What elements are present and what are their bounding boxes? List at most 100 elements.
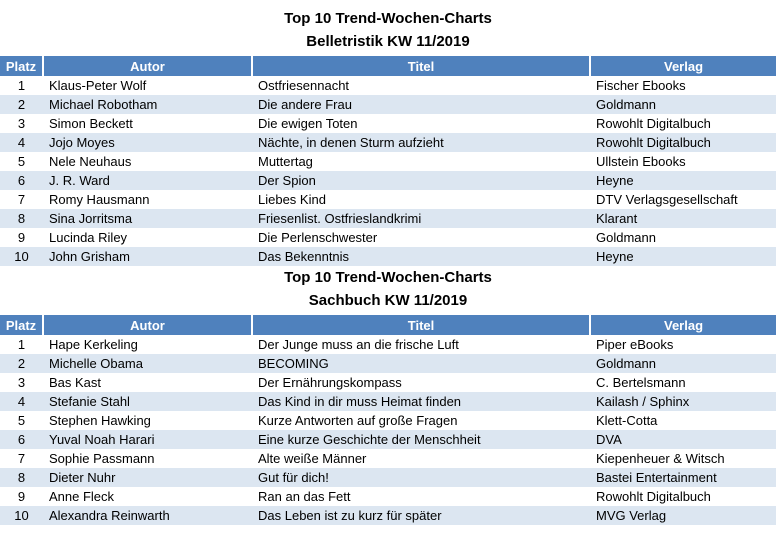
author-cell: Romy Hausmann — [49, 192, 150, 207]
title-cell: Kurze Antworten auf große Fragen — [258, 413, 458, 428]
title-cell: Friesenlist. Ostfrieslandkrimi — [258, 211, 422, 226]
title-cell: Der Spion — [258, 173, 316, 188]
author-cell: J. R. Ward — [49, 173, 110, 188]
rank-cell: 5 — [17, 413, 26, 428]
publisher-cell: C. Bertelsmann — [596, 375, 686, 390]
publisher-cell: MVG Verlag — [596, 508, 667, 523]
table-row: 5 Nele Neuhaus Muttertag Ullstein Ebooks — [0, 152, 776, 171]
table-row: 10 Alexandra Reinwarth Das Leben ist zu ku… — [0, 506, 776, 525]
publisher-cell: Klett-Cotta — [596, 413, 658, 428]
author-cell: Klaus-Peter Wolf — [49, 78, 147, 93]
publisher-cell: Kiepenheuer & Witsch — [596, 451, 725, 466]
rank-cell: 9 — [17, 489, 26, 504]
column-header-autor: Autor — [42, 56, 252, 76]
column-header-verlag: Verlag — [589, 315, 776, 335]
rank-cell: 3 — [17, 375, 26, 390]
table-row: 1 Hape Kerkeling Der Junge muss an die fri… — [0, 335, 776, 354]
publisher-cell: DVA — [596, 432, 622, 447]
chart-title-line2: Belletristik KW 11/2019 — [306, 33, 470, 50]
table-row: 1 Klaus-Peter Wolf Ostfriesennacht Fischer … — [0, 76, 776, 95]
title-cell: Das Kind in dir muss Heimat finden — [258, 394, 462, 409]
table-row: 6 Yuval Noah Harari Eine kurze Geschichte … — [0, 430, 776, 449]
table-row: 2 Michelle Obama BECOMING Goldmann — [0, 354, 776, 373]
rank-cell: 4 — [17, 394, 26, 409]
rank-cell: 8 — [17, 211, 26, 226]
rank-cell: 5 — [17, 154, 26, 169]
publisher-cell: Klarant — [596, 211, 638, 226]
belletristik-table-header: Platz Autor Titel Verlag — [0, 56, 776, 76]
sachbuch-table-header: Platz Autor Titel Verlag — [0, 315, 776, 335]
publisher-cell: Rowohlt Digitalbuch — [596, 135, 711, 150]
title-cell: Die andere Frau — [258, 97, 352, 112]
chart-title-line1: Top 10 Trend-Wochen-Charts — [284, 10, 492, 27]
publisher-cell: Heyne — [596, 173, 634, 188]
table-row: 5 Stephen Hawking Kurze Antworten auf groß… — [0, 411, 776, 430]
author-cell: Anne Fleck — [49, 489, 115, 504]
publisher-cell: Rowohlt Digitalbuch — [596, 116, 711, 131]
table-row: 7 Sophie Passmann Alte weiße Männer Kiepenh… — [0, 449, 776, 468]
table-row: 6 J. R. Ward Der Spion Heyne — [0, 171, 776, 190]
title-cell: Die ewigen Toten — [258, 116, 358, 131]
author-cell: Michael Robotham — [49, 97, 158, 112]
belletristik-table: Platz Autor Titel Verlag 1 Klaus-Peter Wo… — [0, 56, 776, 266]
section-belletristik: Top 10 Trend-Wochen-Charts Belletristik … — [0, 0, 776, 266]
author-cell: Sophie Passmann — [49, 451, 155, 466]
belletristik-table-body: 1 Klaus-Peter Wolf Ostfriesennacht Fischer … — [0, 76, 776, 266]
chart-title-line1: Top 10 Trend-Wochen-Charts — [284, 269, 492, 286]
rank-cell: 2 — [17, 356, 26, 371]
title-cell: Das Leben ist zu kurz für später — [258, 508, 442, 523]
column-header-titel: Titel — [251, 56, 590, 76]
table-row: 10 John Grisham Das Bekenntnis Heyne — [0, 247, 776, 266]
title-cell: Die Perlenschwester — [258, 230, 378, 245]
author-cell: Alexandra Reinwarth — [49, 508, 170, 523]
title-cell: Das Bekenntnis — [258, 249, 350, 264]
rank-cell: 1 — [17, 337, 26, 352]
table-row: 8 Sina Jorritsma Friesenlist. Ostfriesland… — [0, 209, 776, 228]
publisher-cell: Kailash / Sphinx — [596, 394, 690, 409]
publisher-cell: Bastei Entertainment — [596, 470, 717, 485]
rank-cell: 4 — [17, 135, 26, 150]
title-cell: Der Ernährungskompass — [258, 375, 402, 390]
publisher-cell: Ullstein Ebooks — [596, 154, 686, 169]
author-cell: Sina Jorritsma — [49, 211, 133, 226]
author-cell: Jojo Moyes — [49, 135, 115, 150]
author-cell: Michelle Obama — [49, 356, 143, 371]
rank-cell: 6 — [17, 173, 26, 188]
publisher-cell: Rowohlt Digitalbuch — [596, 489, 711, 504]
publisher-cell: Goldmann — [596, 97, 656, 112]
header-row: Platz Autor Titel Verlag — [0, 56, 776, 76]
publisher-cell: Goldmann — [596, 230, 656, 245]
title-cell: Der Junge muss an die frische Luft — [258, 337, 459, 352]
rank-cell: 3 — [17, 116, 26, 131]
chart-title-line2: Sachbuch KW 11/2019 — [308, 292, 468, 309]
author-cell: Stefanie Stahl — [49, 394, 130, 409]
rank-cell: 7 — [17, 451, 26, 466]
author-cell: Simon Beckett — [49, 116, 133, 131]
publisher-cell: Piper eBooks — [596, 337, 674, 352]
column-header-platz: Platz — [0, 56, 43, 76]
column-header-autor: Autor — [42, 315, 252, 335]
rank-cell: 10 — [14, 249, 29, 264]
sachbuch-table: Platz Autor Titel Verlag 1 Hape Kerkeling… — [0, 315, 776, 525]
author-cell: Lucinda Riley — [49, 230, 128, 245]
title-cell: Nächte, in denen Sturm aufzieht — [258, 135, 444, 150]
rank-cell: 9 — [17, 230, 26, 245]
table-row: 3 Simon Beckett Die ewigen Toten Rowohlt Di… — [0, 114, 776, 133]
table-row: 9 Anne Fleck Ran an das Fett Rowohlt Digita… — [0, 487, 776, 506]
sachbuch-table-body: 1 Hape Kerkeling Der Junge muss an die fri… — [0, 335, 776, 525]
column-header-verlag: Verlag — [589, 56, 776, 76]
publisher-cell: Heyne — [596, 249, 634, 264]
table-row: 4 Jojo Moyes Nächte, in denen Sturm aufzie… — [0, 133, 776, 152]
table-row: 3 Bas Kast Der Ernährungskompass C. Bertels… — [0, 373, 776, 392]
chart-title-belletristik: Top 10 Trend-Wochen-Charts Belletristik … — [0, 7, 776, 53]
table-row: 7 Romy Hausmann Liebes Kind DTV Verlagsgese… — [0, 190, 776, 209]
publisher-cell: Fischer Ebooks — [596, 78, 686, 93]
rank-cell: 7 — [17, 192, 26, 207]
title-cell: Gut für dich! — [258, 470, 329, 485]
author-cell: Nele Neuhaus — [49, 154, 132, 169]
rank-cell: 1 — [17, 78, 26, 93]
title-cell: Alte weiße Männer — [258, 451, 367, 466]
title-cell: Muttertag — [258, 154, 313, 169]
table-row: 2 Michael Robotham Die andere Frau Goldmann — [0, 95, 776, 114]
author-cell: Bas Kast — [49, 375, 102, 390]
